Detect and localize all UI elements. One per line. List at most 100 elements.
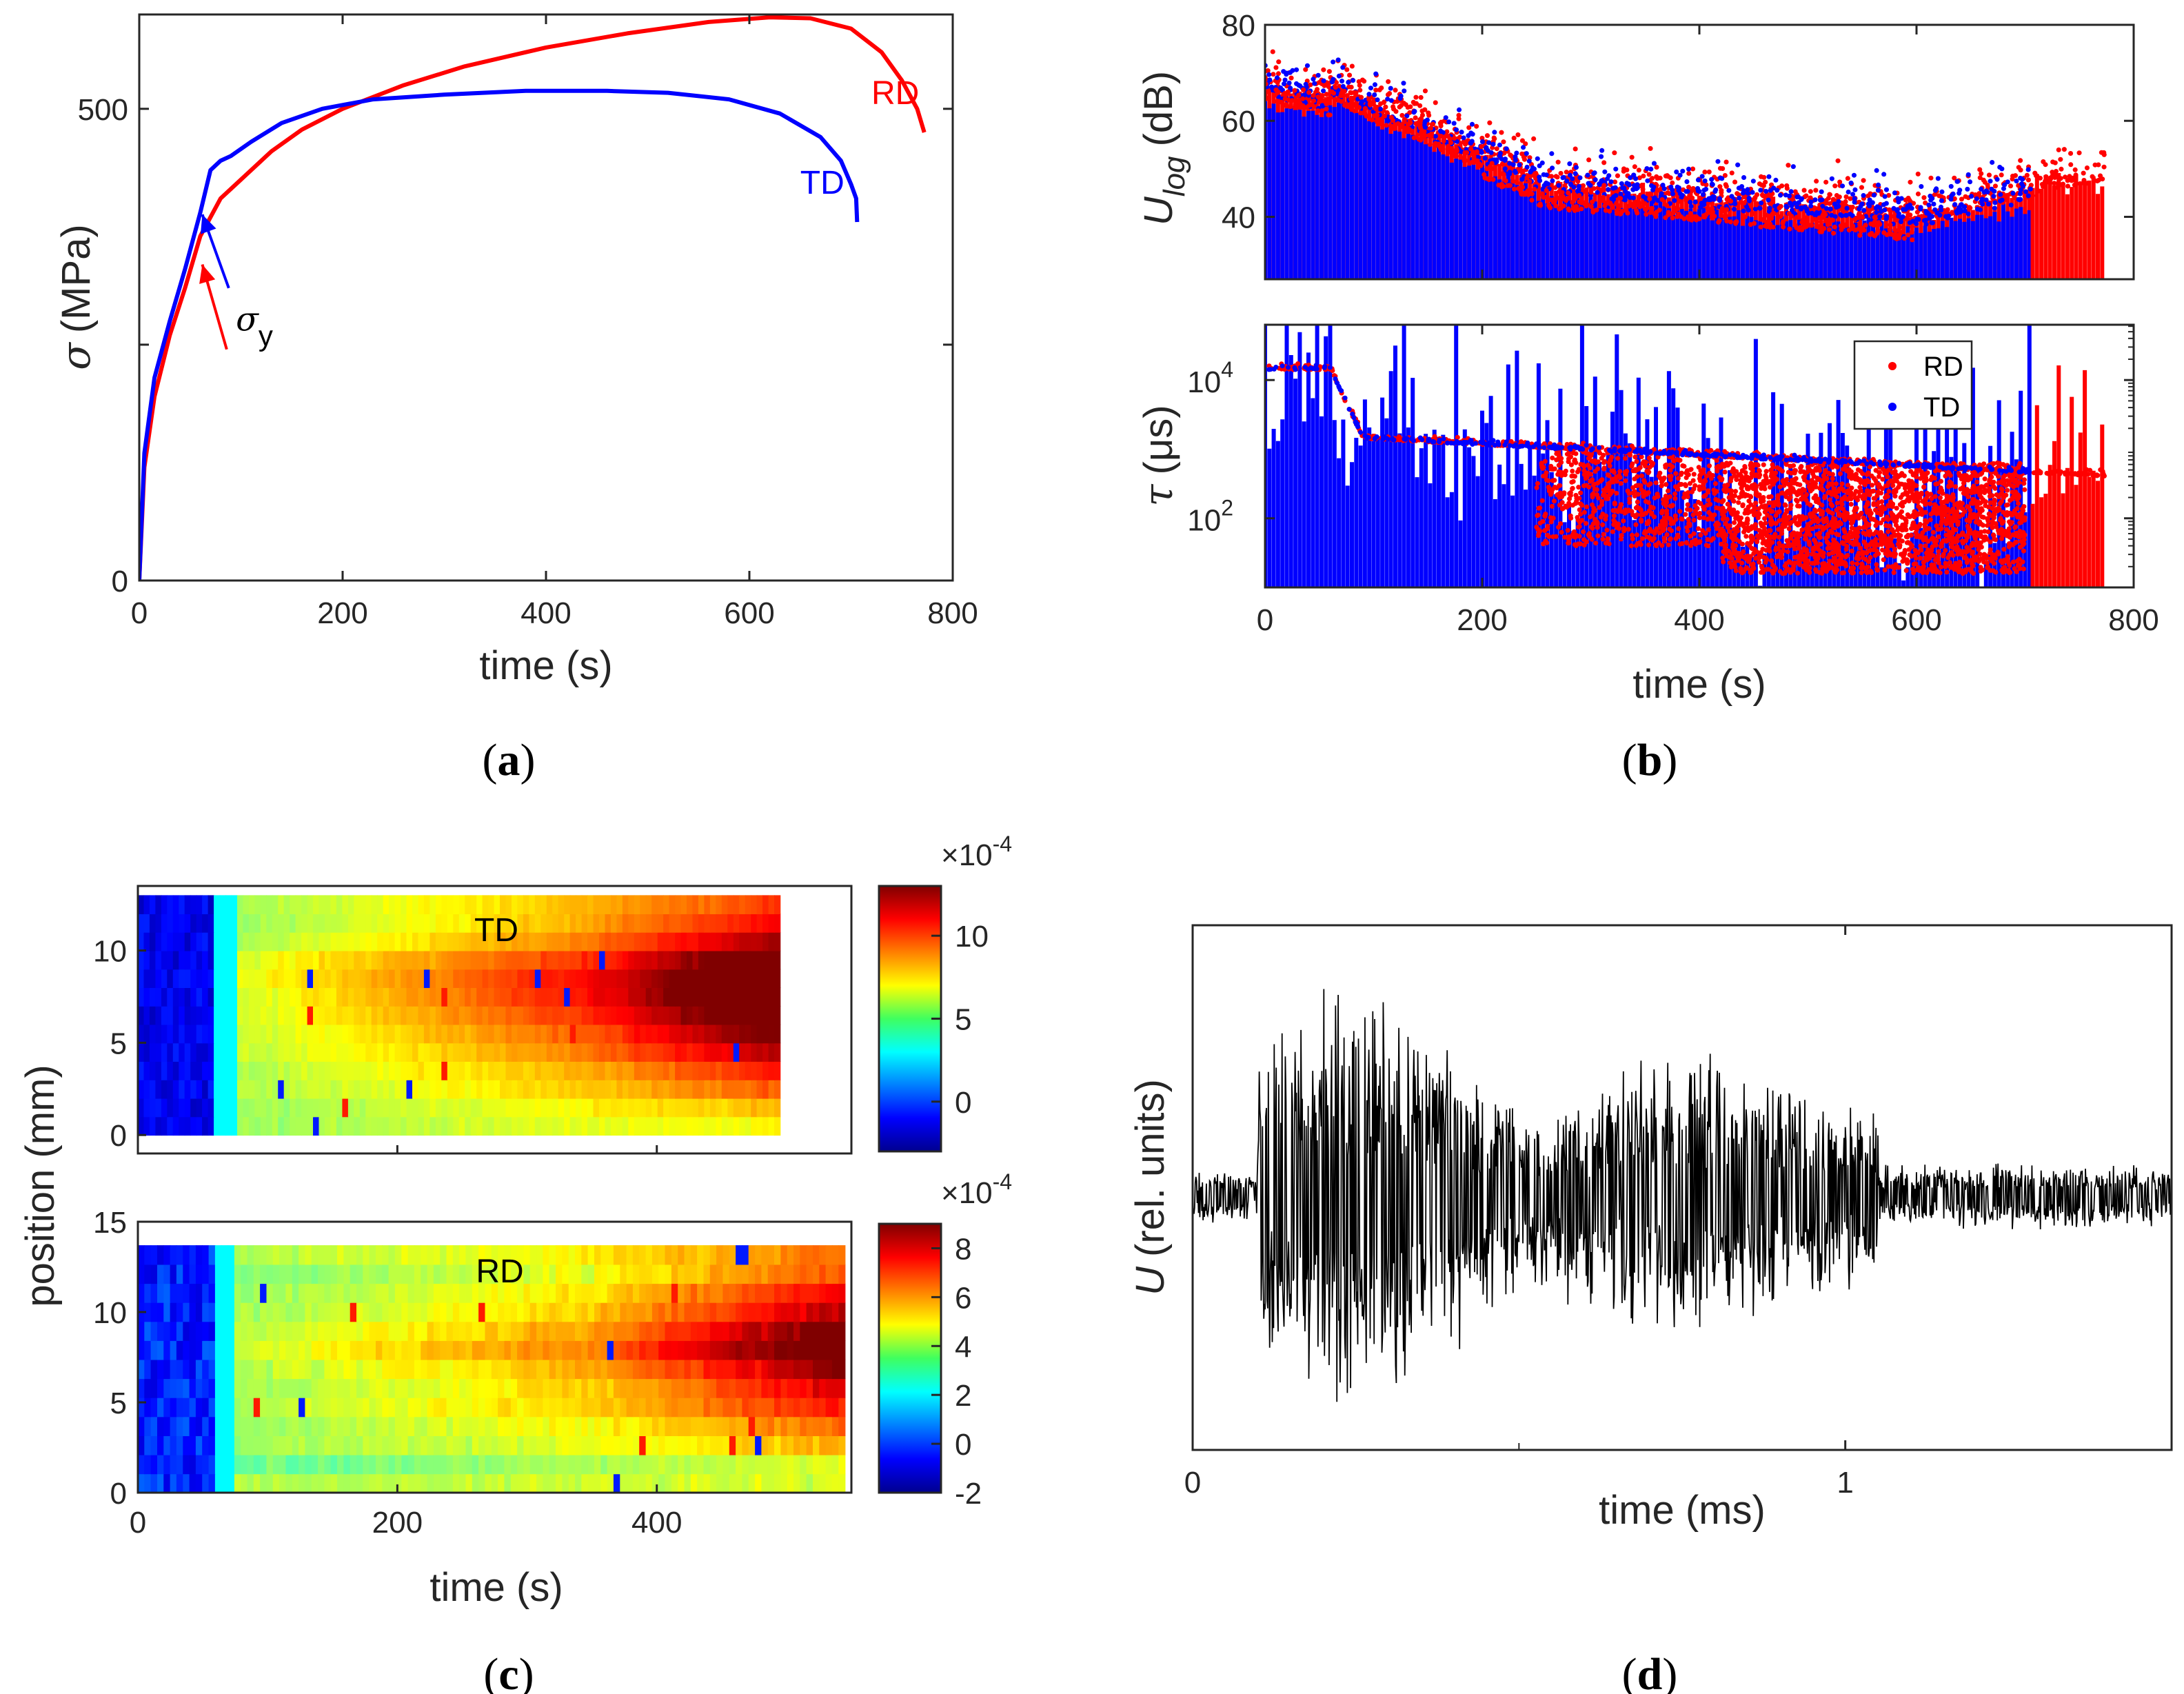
heatmap-cell xyxy=(318,1416,325,1436)
heatmap-cell xyxy=(476,1024,483,1044)
heatmap-cell xyxy=(279,1397,287,1418)
heatmap-cell xyxy=(394,1454,402,1475)
heatmap-cell xyxy=(260,1116,267,1136)
heatmap-cell xyxy=(605,931,611,951)
heatmap-cell xyxy=(243,1042,250,1062)
heatmap-cell xyxy=(406,987,413,1007)
heatmap-cell xyxy=(189,1416,196,1436)
heatmap-cell xyxy=(742,1321,749,1341)
heatmap-cell xyxy=(330,895,337,914)
heatmap-cell xyxy=(485,1264,492,1284)
heatmap-cell xyxy=(388,1454,396,1475)
heatmap-cell xyxy=(342,987,349,1007)
heatmap-cell xyxy=(359,895,367,914)
heatmap-cell xyxy=(278,1005,285,1025)
heatmap-cell xyxy=(616,950,623,970)
heatmap-cell xyxy=(476,1005,483,1025)
heatmap-cell xyxy=(228,1264,235,1284)
heatmap-cell xyxy=(491,1359,498,1380)
heatmap-cell xyxy=(266,1024,273,1044)
heatmap-cell xyxy=(266,1302,274,1322)
heatmap-cell xyxy=(219,914,226,933)
heatmap-cell xyxy=(762,1042,769,1062)
heatmap-cell xyxy=(831,1359,839,1380)
heatmap-cell xyxy=(517,914,524,933)
heatmap-cell xyxy=(727,1098,734,1118)
heatmap-cell xyxy=(774,1245,782,1265)
heatmap-cell xyxy=(716,1435,724,1455)
heatmap-cell xyxy=(394,914,401,933)
heatmap-cell xyxy=(692,987,699,1007)
heatmap-cell xyxy=(678,1397,685,1418)
heatmap-cell xyxy=(383,987,390,1007)
heatmap-cell xyxy=(767,1416,775,1436)
heatmap-cell xyxy=(228,1283,235,1303)
heatmap-cell xyxy=(613,1416,620,1436)
heatmap-cell xyxy=(343,1302,351,1322)
heatmap-cell xyxy=(195,1454,203,1475)
heatmap-cell xyxy=(678,1359,685,1380)
heatmap-cell xyxy=(745,914,751,933)
heatmap-cell xyxy=(237,914,244,933)
heatmap-cell xyxy=(347,1042,355,1062)
heatmap-cell xyxy=(418,1061,425,1080)
heatmap-cell xyxy=(241,1321,248,1341)
heatmap-cell xyxy=(564,895,571,914)
heatmap-cell xyxy=(552,1080,559,1099)
heatmap-cell xyxy=(189,1473,196,1493)
heatmap-cell xyxy=(599,931,606,951)
heatmap-cell xyxy=(716,1283,724,1303)
heatmap-cell xyxy=(482,895,489,914)
heatmap-cell xyxy=(605,1116,611,1136)
heatmap-cell xyxy=(247,1302,254,1322)
heatmap-cell xyxy=(587,1454,595,1475)
waveform-line xyxy=(1193,989,2172,1402)
heatmap-cell xyxy=(382,1359,390,1380)
heatmap-cell xyxy=(594,1378,602,1398)
heatmap-cell xyxy=(478,1435,486,1455)
heatmap-cell xyxy=(176,1378,183,1398)
heatmap-cell xyxy=(756,1098,763,1118)
heatmap-cell xyxy=(628,1061,635,1080)
heatmap-cell xyxy=(292,1359,299,1380)
heatmap-cell xyxy=(453,987,460,1007)
heatmap-cell xyxy=(742,1473,749,1493)
heatmap-cell xyxy=(485,1359,492,1380)
y-tick-label: 60 xyxy=(1222,105,1255,139)
heatmap-cell xyxy=(383,1005,390,1025)
heatmap-cell xyxy=(365,931,372,951)
heatmap-cell xyxy=(389,1061,396,1080)
heatmap-cell xyxy=(441,950,448,970)
heatmap-cell xyxy=(170,1321,177,1341)
heatmap-cell xyxy=(163,1473,171,1493)
heatmap-cell xyxy=(394,1378,402,1398)
heatmap-cell xyxy=(176,1302,183,1322)
heatmap-cell xyxy=(371,1005,378,1025)
heatmap-cell xyxy=(716,1098,722,1118)
heatmap-cell xyxy=(429,950,436,970)
heatmap-cell xyxy=(523,969,530,988)
heatmap-cell xyxy=(231,1080,238,1099)
heatmap-cell xyxy=(231,1116,238,1136)
heatmap-cell xyxy=(774,1116,781,1136)
heatmap-cell xyxy=(517,895,524,914)
heatmap-cell xyxy=(729,1378,736,1398)
heatmap-cell xyxy=(684,1416,691,1436)
heatmap-cell xyxy=(698,987,705,1007)
heatmap-cell xyxy=(632,1302,640,1322)
heatmap-cell xyxy=(219,1098,226,1118)
heatmap-cell xyxy=(575,1245,583,1265)
heatmap-cell xyxy=(716,914,722,933)
heatmap-cell xyxy=(651,1378,659,1398)
heatmap-cell xyxy=(429,969,436,988)
heatmap-cell xyxy=(581,1435,589,1455)
heatmap-cell xyxy=(299,1378,306,1398)
heatmap-cell xyxy=(485,1397,492,1418)
heatmap-cell xyxy=(228,1359,235,1380)
heatmap-cell xyxy=(529,1264,537,1284)
heatmap-cell xyxy=(663,969,670,988)
heatmap-cell xyxy=(632,1359,640,1380)
heatmap-cell xyxy=(157,1245,165,1265)
heatmap-cell xyxy=(626,1340,634,1360)
